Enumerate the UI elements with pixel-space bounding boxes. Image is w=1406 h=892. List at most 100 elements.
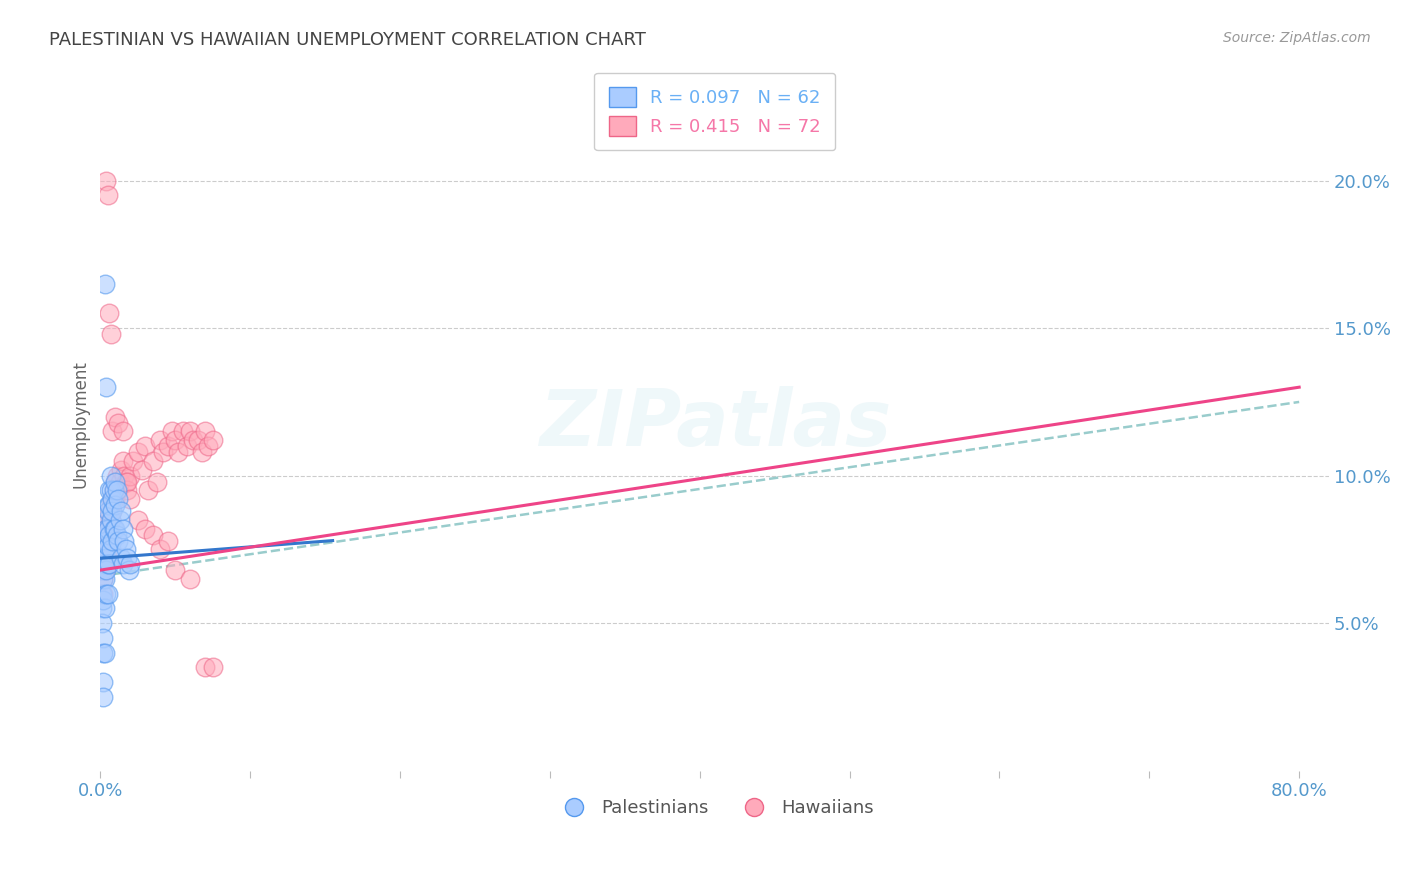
Point <box>112 533 135 548</box>
Point <box>127 513 149 527</box>
Point <box>98 483 121 498</box>
Point <box>120 558 142 572</box>
Point <box>94 646 117 660</box>
Point <box>93 690 115 704</box>
Point <box>101 492 124 507</box>
Point <box>97 513 120 527</box>
Point <box>97 504 120 518</box>
Point <box>93 675 115 690</box>
Point <box>108 513 131 527</box>
Point <box>103 483 125 498</box>
Text: PALESTINIAN VS HAWAIIAN UNEMPLOYMENT CORRELATION CHART: PALESTINIAN VS HAWAIIAN UNEMPLOYMENT COR… <box>49 31 647 49</box>
Point <box>104 475 127 489</box>
Point <box>97 527 120 541</box>
Point <box>93 572 115 586</box>
Point <box>114 475 136 489</box>
Point <box>96 533 118 548</box>
Point <box>90 563 112 577</box>
Point <box>194 660 217 674</box>
Point <box>149 434 172 448</box>
Point <box>94 527 117 541</box>
Point <box>97 587 120 601</box>
Point <box>120 468 142 483</box>
Point <box>114 542 136 557</box>
Point <box>96 533 118 548</box>
Point <box>101 504 124 518</box>
Point <box>179 425 201 439</box>
Point <box>100 483 122 498</box>
Point <box>142 454 165 468</box>
Point <box>97 522 120 536</box>
Point <box>111 425 134 439</box>
Point <box>191 445 214 459</box>
Y-axis label: Unemployment: Unemployment <box>72 360 89 488</box>
Point <box>100 513 122 527</box>
Text: Source: ZipAtlas.com: Source: ZipAtlas.com <box>1223 31 1371 45</box>
Point <box>149 542 172 557</box>
Point <box>98 498 121 512</box>
Point <box>103 483 125 498</box>
Point <box>127 445 149 459</box>
Point <box>111 522 134 536</box>
Point <box>96 174 118 188</box>
Point <box>101 492 124 507</box>
Point <box>120 492 142 507</box>
Point <box>90 542 112 557</box>
Point <box>93 646 115 660</box>
Point <box>93 592 115 607</box>
Point <box>107 492 129 507</box>
Point <box>197 439 219 453</box>
Point <box>134 522 156 536</box>
Point <box>101 425 124 439</box>
Point <box>152 445 174 459</box>
Point <box>103 522 125 536</box>
Point <box>97 540 120 554</box>
Point <box>176 439 198 453</box>
Point <box>122 454 145 468</box>
Point <box>101 504 124 518</box>
Point <box>100 498 122 512</box>
Point <box>117 483 139 498</box>
Point <box>100 468 122 483</box>
Point <box>96 513 118 527</box>
Point <box>194 425 217 439</box>
Point <box>98 522 121 536</box>
Point <box>98 527 121 541</box>
Point <box>94 572 117 586</box>
Point <box>90 616 112 631</box>
Point <box>142 527 165 541</box>
Point <box>104 475 127 489</box>
Point <box>93 631 115 645</box>
Point <box>97 188 120 202</box>
Point <box>94 277 117 291</box>
Point <box>201 434 224 448</box>
Point <box>96 563 118 577</box>
Point <box>136 483 159 498</box>
Point <box>97 551 120 566</box>
Point <box>181 434 204 448</box>
Point <box>93 551 115 566</box>
Point <box>94 601 117 615</box>
Point <box>94 542 117 557</box>
Point <box>118 563 141 577</box>
Point <box>162 425 184 439</box>
Point <box>100 513 122 527</box>
Point <box>117 475 139 489</box>
Point <box>156 439 179 453</box>
Point <box>97 558 120 572</box>
Point <box>179 572 201 586</box>
Point <box>110 551 132 566</box>
Text: ZIPatlas: ZIPatlas <box>538 386 891 462</box>
Point <box>90 563 112 577</box>
Point <box>93 572 115 586</box>
Point <box>96 380 118 394</box>
Point <box>146 475 169 489</box>
Point <box>105 527 128 541</box>
Point <box>107 416 129 430</box>
Point <box>97 498 120 512</box>
Point <box>104 409 127 424</box>
Point <box>96 522 118 536</box>
Point <box>134 439 156 453</box>
Point <box>94 542 117 557</box>
Point <box>156 533 179 548</box>
